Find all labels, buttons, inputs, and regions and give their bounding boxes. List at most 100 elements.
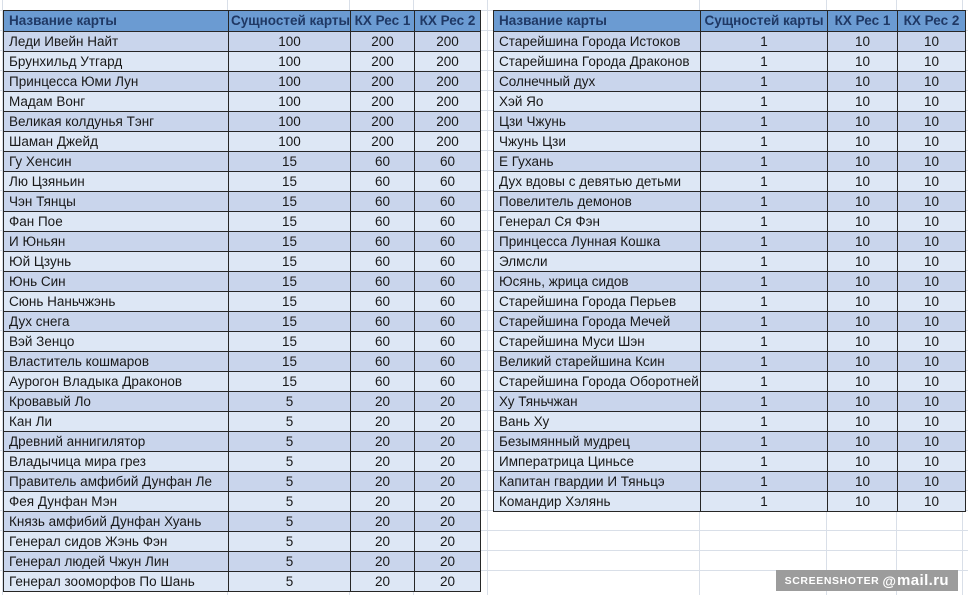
value-cell[interactable]: 5: [228, 391, 351, 412]
value-cell[interactable]: 60: [414, 351, 481, 372]
value-cell[interactable]: 1: [700, 431, 828, 452]
column-header[interactable]: Сущностей карты: [228, 10, 351, 32]
value-cell[interactable]: 1: [700, 151, 828, 172]
card-name-cell[interactable]: Старейшина Города Драконов: [493, 51, 701, 72]
value-cell[interactable]: 1: [700, 131, 828, 152]
value-cell[interactable]: 20: [350, 411, 415, 432]
value-cell[interactable]: 60: [350, 231, 415, 252]
value-cell[interactable]: 10: [827, 311, 898, 332]
value-cell[interactable]: 60: [350, 351, 415, 372]
value-cell[interactable]: 10: [897, 351, 966, 372]
value-cell[interactable]: 60: [414, 271, 481, 292]
card-name-cell[interactable]: Мадам Вонг: [3, 91, 229, 112]
card-name-cell[interactable]: Брунхильд Утгард: [3, 51, 229, 72]
value-cell[interactable]: 200: [414, 91, 481, 112]
value-cell[interactable]: 60: [350, 311, 415, 332]
card-name-cell[interactable]: Старейшина Города Оборотней: [493, 371, 701, 392]
value-cell[interactable]: 60: [414, 211, 481, 232]
value-cell[interactable]: 60: [350, 291, 415, 312]
value-cell[interactable]: 1: [700, 331, 828, 352]
value-cell[interactable]: 20: [350, 491, 415, 512]
value-cell[interactable]: 100: [228, 111, 351, 132]
column-header[interactable]: Сущностей карты: [700, 10, 828, 32]
value-cell[interactable]: 10: [827, 431, 898, 452]
value-cell[interactable]: 10: [827, 51, 898, 72]
card-name-cell[interactable]: Правитель амфибий Дунфан Ле: [3, 471, 229, 492]
value-cell[interactable]: 60: [350, 151, 415, 172]
value-cell[interactable]: 10: [827, 331, 898, 352]
value-cell[interactable]: 20: [414, 491, 481, 512]
card-name-cell[interactable]: Юсянь, жрица сидов: [493, 271, 701, 292]
value-cell[interactable]: 5: [228, 471, 351, 492]
value-cell[interactable]: 1: [700, 191, 828, 212]
value-cell[interactable]: 10: [827, 251, 898, 272]
value-cell[interactable]: 5: [228, 571, 351, 592]
card-name-cell[interactable]: Ху Тяньчжан: [493, 391, 701, 412]
card-name-cell[interactable]: Владычица мира грез: [3, 451, 229, 472]
value-cell[interactable]: 200: [414, 51, 481, 72]
value-cell[interactable]: 60: [414, 311, 481, 332]
value-cell[interactable]: 15: [228, 191, 351, 212]
value-cell[interactable]: 1: [700, 351, 828, 372]
value-cell[interactable]: 60: [414, 291, 481, 312]
value-cell[interactable]: 10: [897, 391, 966, 412]
value-cell[interactable]: 10: [897, 251, 966, 272]
value-cell[interactable]: 10: [897, 51, 966, 72]
value-cell[interactable]: 10: [897, 371, 966, 392]
value-cell[interactable]: 60: [350, 191, 415, 212]
card-name-cell[interactable]: Фан Пое: [3, 211, 229, 232]
value-cell[interactable]: 20: [350, 391, 415, 412]
card-name-cell[interactable]: Солнечный дух: [493, 71, 701, 92]
value-cell[interactable]: 20: [414, 551, 481, 572]
value-cell[interactable]: 15: [228, 211, 351, 232]
value-cell[interactable]: 100: [228, 71, 351, 92]
card-name-cell[interactable]: Вэй Зенцо: [3, 331, 229, 352]
card-name-cell[interactable]: Дух снега: [3, 311, 229, 332]
value-cell[interactable]: 200: [350, 91, 415, 112]
value-cell[interactable]: 20: [350, 571, 415, 592]
column-header[interactable]: КХ Рес 1: [350, 10, 415, 32]
value-cell[interactable]: 100: [228, 31, 351, 52]
value-cell[interactable]: 10: [827, 271, 898, 292]
value-cell[interactable]: 10: [897, 91, 966, 112]
value-cell[interactable]: 20: [350, 431, 415, 452]
value-cell[interactable]: 10: [897, 111, 966, 132]
column-header[interactable]: Название карты: [493, 10, 701, 32]
card-name-cell[interactable]: Старейшина Города Истоков: [493, 31, 701, 52]
value-cell[interactable]: 10: [897, 231, 966, 252]
value-cell[interactable]: 1: [700, 111, 828, 132]
value-cell[interactable]: 60: [414, 151, 481, 172]
value-cell[interactable]: 60: [414, 191, 481, 212]
card-name-cell[interactable]: Князь амфибий Дунфан Хуань: [3, 511, 229, 532]
value-cell[interactable]: 10: [897, 31, 966, 52]
value-cell[interactable]: 1: [700, 451, 828, 472]
value-cell[interactable]: 5: [228, 491, 351, 512]
card-name-cell[interactable]: Аурогон Владыка Драконов: [3, 371, 229, 392]
value-cell[interactable]: 1: [700, 31, 828, 52]
card-name-cell[interactable]: Генерал Ся Фэн: [493, 211, 701, 232]
value-cell[interactable]: 20: [414, 431, 481, 452]
value-cell[interactable]: 1: [700, 411, 828, 432]
card-name-cell[interactable]: Лю Цзяньин: [3, 171, 229, 192]
value-cell[interactable]: 15: [228, 171, 351, 192]
value-cell[interactable]: 10: [827, 151, 898, 172]
card-name-cell[interactable]: Вань Ху: [493, 411, 701, 432]
column-header[interactable]: КХ Рес 1: [827, 10, 898, 32]
value-cell[interactable]: 1: [700, 471, 828, 492]
card-name-cell[interactable]: Юнь Син: [3, 271, 229, 292]
value-cell[interactable]: 10: [827, 351, 898, 372]
value-cell[interactable]: 60: [350, 251, 415, 272]
value-cell[interactable]: 20: [414, 411, 481, 432]
card-name-cell[interactable]: Фея Дунфан Мэн: [3, 491, 229, 512]
value-cell[interactable]: 60: [414, 251, 481, 272]
card-name-cell[interactable]: Чэн Тянцы: [3, 191, 229, 212]
column-header[interactable]: КХ Рес 2: [414, 10, 481, 32]
value-cell[interactable]: 60: [414, 231, 481, 252]
card-name-cell[interactable]: Генерал сидов Жэнь Фэн: [3, 531, 229, 552]
value-cell[interactable]: 1: [700, 51, 828, 72]
card-name-cell[interactable]: Хэй Яо: [493, 91, 701, 112]
value-cell[interactable]: 60: [414, 331, 481, 352]
card-name-cell[interactable]: Безымянный мудрец: [493, 431, 701, 452]
column-header[interactable]: Название карты: [3, 10, 229, 32]
card-name-cell[interactable]: Великая колдунья Тэнг: [3, 111, 229, 132]
